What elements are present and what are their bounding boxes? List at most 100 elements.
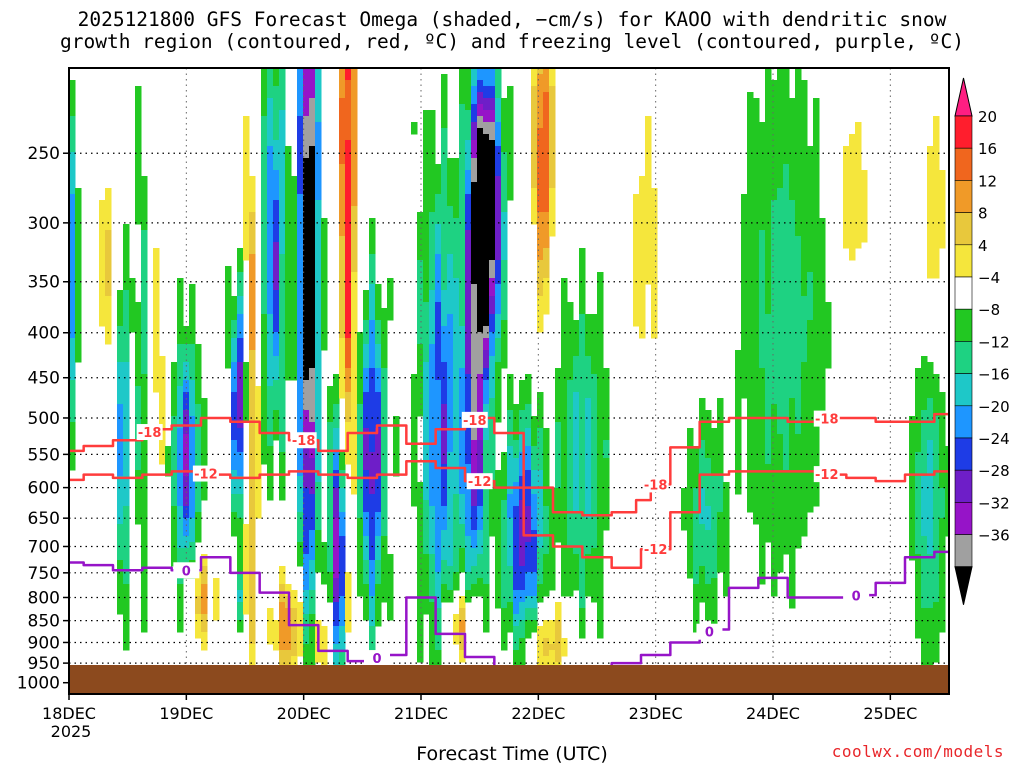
omega-cell (513, 572, 520, 579)
omega-cell (519, 656, 526, 663)
omega-cell (465, 206, 472, 213)
omega-cell (687, 536, 694, 543)
omega-cell (261, 362, 268, 369)
omega-cell (489, 68, 496, 75)
omega-cell (579, 530, 586, 537)
omega-cell (453, 356, 460, 363)
omega-cell (297, 272, 304, 279)
omega-cell (423, 584, 430, 591)
omega-cell (555, 428, 562, 435)
omega-cell (201, 632, 208, 639)
omega-cell (471, 338, 478, 345)
omega-cell (249, 440, 256, 447)
omega-cell (567, 428, 574, 435)
omega-cell (279, 404, 286, 411)
omega-cell (441, 320, 448, 327)
omega-cell (495, 260, 502, 267)
omega-cell (357, 332, 364, 339)
omega-cell (141, 596, 148, 603)
omega-cell (135, 446, 142, 453)
omega-cell (99, 284, 106, 291)
omega-cell (417, 536, 424, 543)
omega-cell (645, 122, 652, 129)
omega-cell (297, 650, 304, 657)
omega-cell (237, 590, 244, 597)
omega-cell (135, 212, 142, 219)
omega-cell (345, 584, 352, 591)
omega-cell (465, 440, 472, 447)
omega-cell (315, 164, 322, 171)
omega-cell (303, 452, 310, 459)
omega-cell (531, 92, 538, 99)
omega-cell (249, 488, 256, 495)
omega-cell (687, 506, 694, 513)
omega-cell (297, 386, 304, 393)
omega-cell (351, 368, 358, 375)
omega-cell (711, 614, 718, 621)
omega-cell (345, 200, 352, 207)
omega-cell (543, 68, 550, 75)
omega-cell (177, 608, 184, 615)
omega-cell (303, 284, 310, 291)
omega-cell (453, 476, 460, 483)
omega-cell (417, 482, 424, 489)
omega-cell (567, 440, 574, 447)
omega-cell (315, 260, 322, 267)
omega-cell (507, 98, 514, 105)
omega-cell (531, 422, 538, 429)
omega-cell (243, 212, 250, 219)
omega-cell (291, 614, 298, 621)
omega-cell (135, 116, 142, 123)
omega-cell (501, 560, 508, 567)
omega-cell (123, 572, 130, 579)
omega-cell (579, 626, 586, 633)
omega-cell (645, 224, 652, 231)
omega-cell (441, 368, 448, 375)
omega-cell (453, 632, 460, 639)
omega-cell (369, 482, 376, 489)
omega-cell (489, 164, 496, 171)
omega-cell (429, 128, 436, 135)
omega-cell (483, 404, 490, 411)
omega-cell (303, 524, 310, 531)
omega-cell (69, 440, 76, 447)
omega-cell (489, 524, 496, 531)
omega-cell (249, 650, 256, 657)
omega-cell (495, 92, 502, 99)
omega-cell (501, 566, 508, 573)
omega-cell (483, 332, 490, 339)
omega-cell (459, 380, 466, 387)
omega-cell (585, 476, 592, 483)
omega-cell (471, 398, 478, 405)
omega-cell (441, 326, 448, 333)
omega-cell (369, 428, 376, 435)
omega-cell (291, 266, 298, 273)
omega-cell (435, 632, 442, 639)
omega-cell (261, 296, 268, 303)
omega-cell (573, 416, 580, 423)
omega-cell (381, 584, 388, 591)
omega-cell (537, 80, 544, 87)
omega-cell (309, 518, 316, 525)
omega-cell (321, 266, 328, 273)
omega-cell (429, 242, 436, 249)
omega-cell (303, 362, 310, 369)
omega-cell (537, 68, 544, 75)
omega-cell (513, 458, 520, 465)
omega-cell (375, 518, 382, 525)
omega-cell (351, 230, 358, 237)
omega-cell (315, 620, 322, 627)
omega-cell (183, 512, 190, 519)
omega-cell (417, 296, 424, 303)
omega-cell (369, 572, 376, 579)
omega-cell (297, 506, 304, 513)
omega-cell (153, 308, 160, 315)
omega-cell (267, 158, 274, 165)
omega-cell (561, 428, 568, 435)
omega-cell (717, 536, 724, 543)
omega-cell (423, 524, 430, 531)
omega-cell (357, 386, 364, 393)
omega-cell (339, 380, 346, 387)
omega-cell (501, 248, 508, 255)
omega-cell (699, 446, 706, 453)
